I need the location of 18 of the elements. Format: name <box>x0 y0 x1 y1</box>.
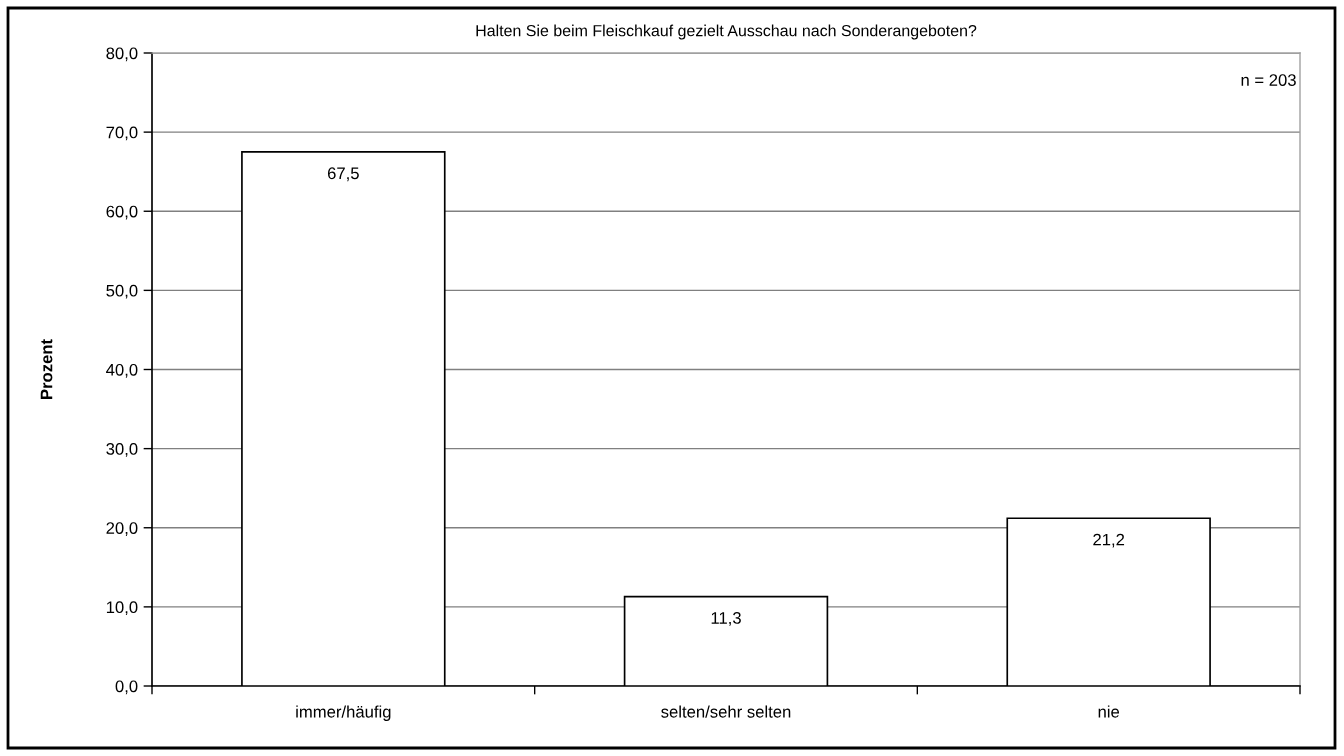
chart-title: Halten Sie beim Fleischkauf gezielt Ausschau nach Sonderangeboten? <box>476 24 977 40</box>
x-tick-label: selten/sehr selten <box>661 705 791 718</box>
y-tick-label: 70,0 <box>106 126 138 141</box>
y-tick-label: 30,0 <box>106 443 138 457</box>
data-label: 11,3 <box>711 612 741 626</box>
y-tick-label: 20,0 <box>106 522 138 536</box>
x-tick-label: immer/häufig <box>296 705 391 721</box>
data-label: 21,2 <box>1093 533 1125 548</box>
y-axis-title: Prozent <box>40 339 53 399</box>
y-tick-label: 80,0 <box>106 47 138 62</box>
annotation: n = 203 <box>1241 74 1296 86</box>
y-tick-label: 0,0 <box>115 680 138 695</box>
y-tick-label: 60,0 <box>106 205 138 220</box>
y-tick-label: 50,0 <box>106 284 138 299</box>
y-tick-label: 10,0 <box>106 601 138 616</box>
x-tick-label: nie <box>1098 705 1120 718</box>
data-label: 67,5 <box>327 167 359 182</box>
y-tick-label: 40,0 <box>106 363 138 378</box>
